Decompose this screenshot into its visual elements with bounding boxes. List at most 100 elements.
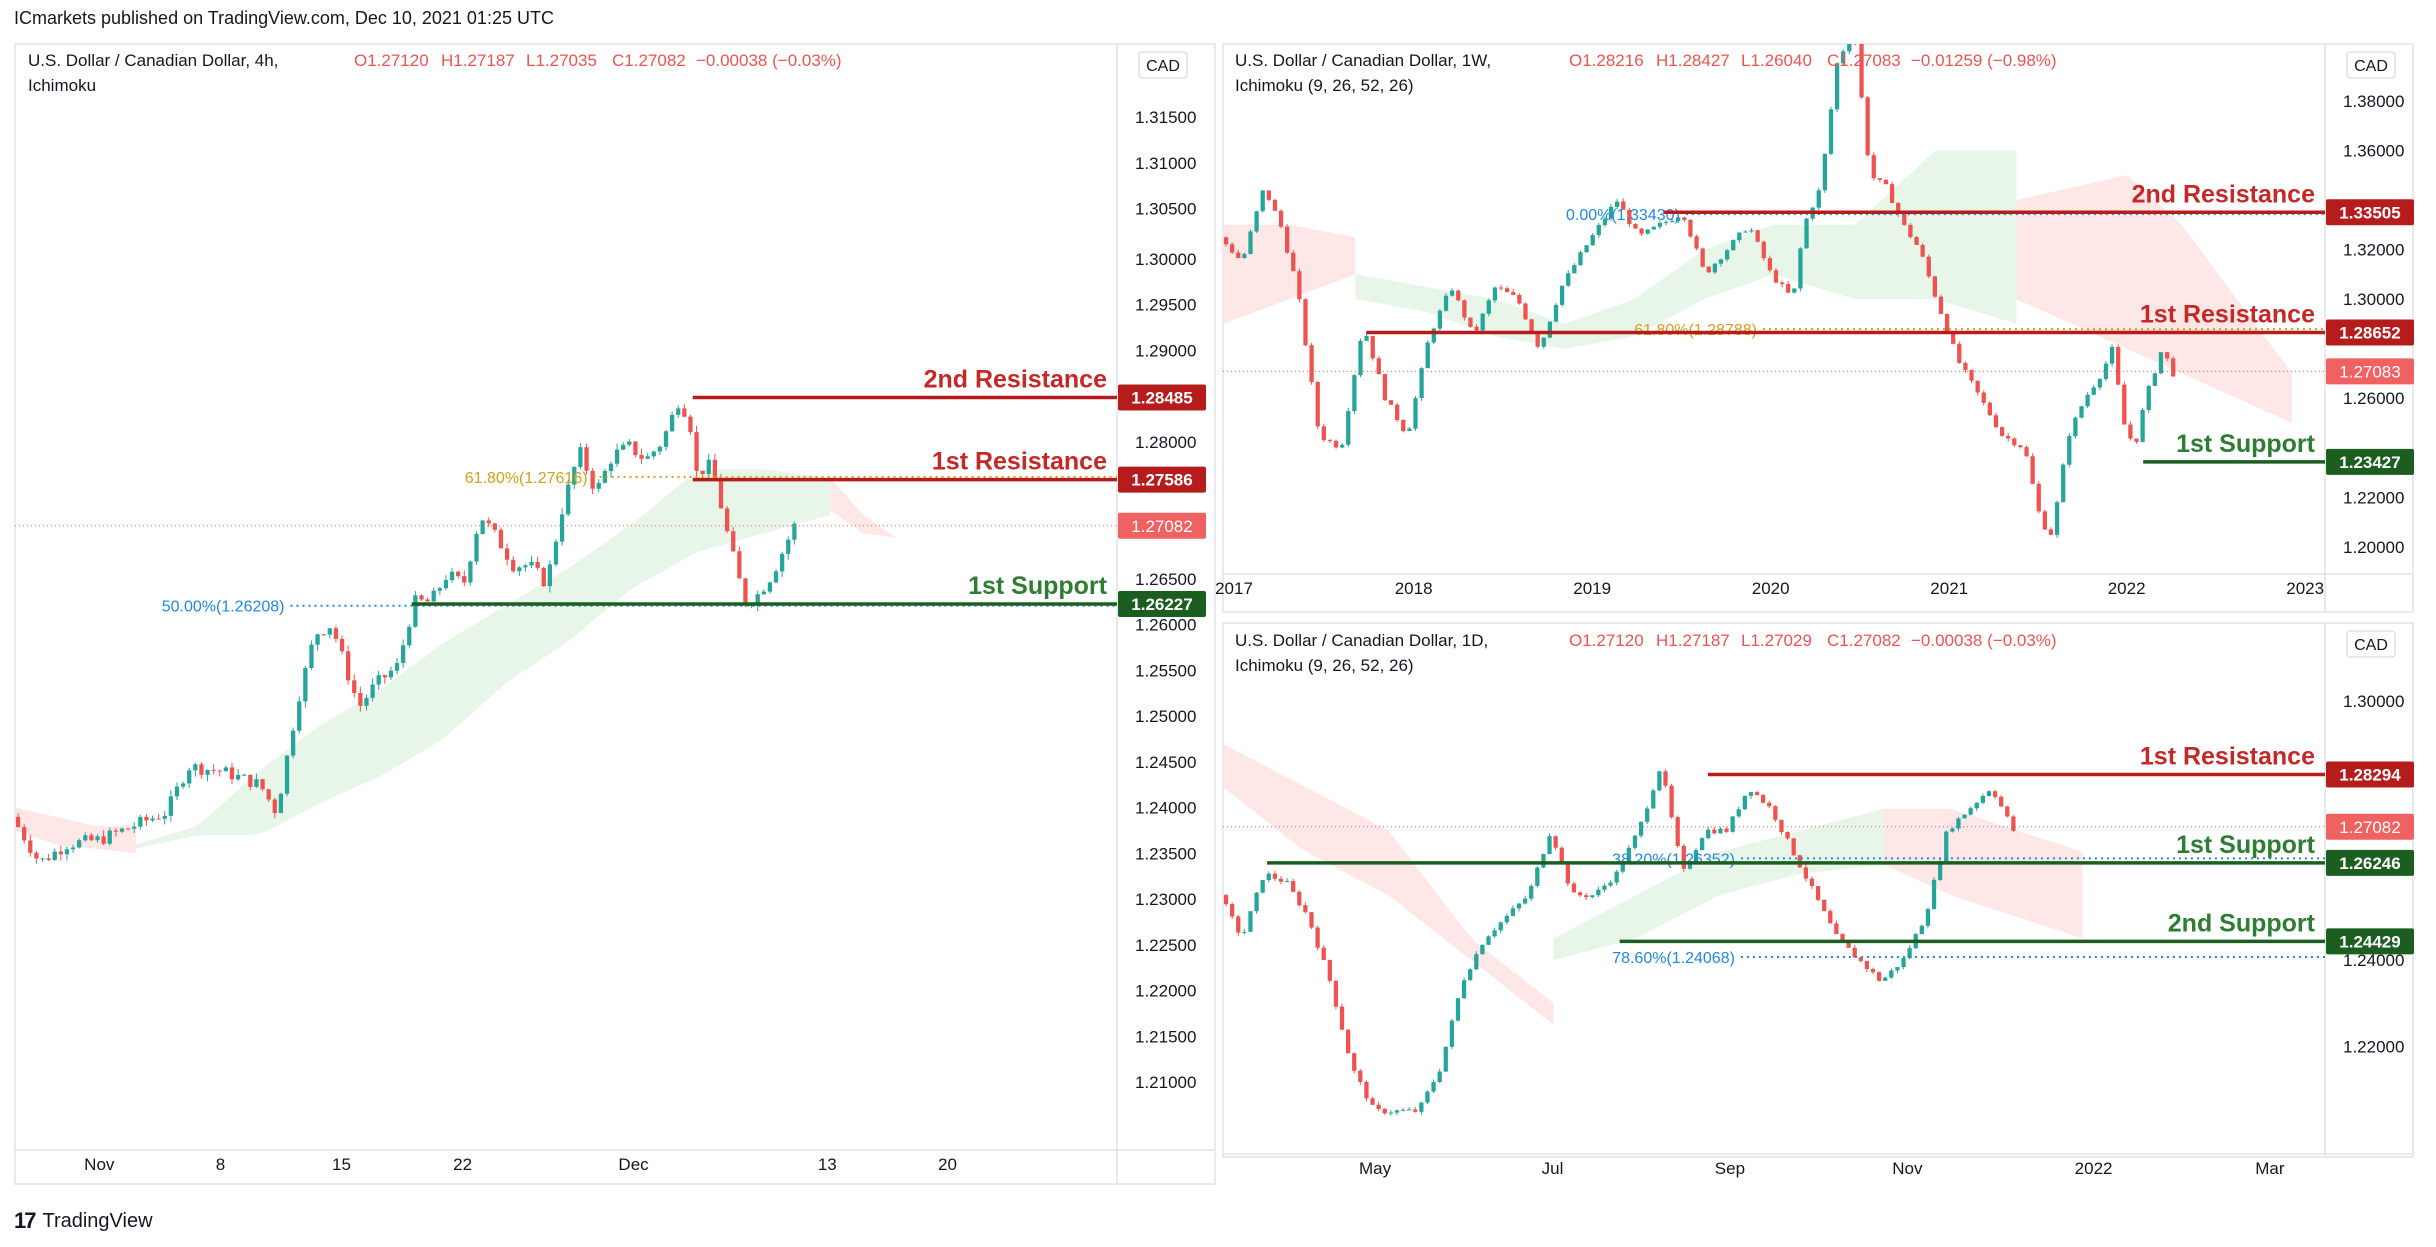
candle-body: [1236, 916, 1241, 933]
candle-body: [1993, 415, 1999, 428]
candle-body: [1248, 911, 1253, 932]
candle-body: [1559, 847, 1564, 863]
fib-label: 38.20%(1.26352): [1612, 851, 1735, 868]
currency-badge-text: CAD: [2354, 58, 2388, 75]
candle-body: [223, 767, 229, 772]
candle-body: [352, 680, 357, 694]
candle-body: [1419, 368, 1424, 399]
candle-body: [1699, 838, 1705, 851]
ichimoku-cloud-0: [1223, 224, 1356, 324]
candle-body: [682, 408, 687, 417]
candle-body: [731, 531, 736, 552]
candle-body: [718, 477, 724, 509]
candle-body: [1559, 285, 1565, 305]
candle-body: [64, 849, 70, 855]
candle-body: [462, 576, 467, 583]
candle-body: [1828, 911, 1833, 924]
y-tick-label: 1.29000: [1135, 341, 1196, 360]
candle-body: [1260, 880, 1265, 893]
candle-body: [1450, 290, 1455, 296]
candle-body: [1278, 878, 1284, 882]
candle-body: [1742, 795, 1747, 810]
y-tick-label: 1.29500: [1135, 296, 1196, 315]
level-label: 1st Support: [968, 572, 1108, 600]
tradingview-logo[interactable]: 17 TradingView: [14, 1208, 153, 1234]
currency-badge-text: CAD: [2354, 637, 2388, 654]
candle-body: [1504, 915, 1509, 923]
candle-body: [1944, 313, 1950, 333]
candle-body: [1395, 404, 1400, 421]
y-tick-label: 1.36000: [2343, 142, 2404, 161]
candle-body: [1870, 969, 1876, 973]
candle-body: [1804, 218, 1809, 249]
candle-body: [217, 770, 222, 772]
candle-body: [2091, 387, 2096, 395]
candle-body: [1498, 922, 1503, 931]
candle-body: [1572, 265, 1577, 274]
candle-body: [663, 431, 669, 447]
candle-body: [2164, 352, 2170, 359]
candle-body: [2073, 417, 2078, 437]
candle-body: [309, 644, 314, 669]
candle-body: [608, 463, 614, 472]
candle-body: [1968, 808, 1973, 815]
candle-body: [1547, 321, 1553, 338]
candle-body: [193, 764, 198, 771]
candle-body: [1621, 201, 1626, 210]
level-price-tag-text: 1.26227: [1131, 595, 1192, 614]
candle-body: [535, 561, 540, 568]
candle-body: [645, 456, 650, 459]
candle-body: [1755, 230, 1760, 242]
candle-body: [1731, 240, 1736, 251]
candle-body: [786, 539, 791, 554]
y-tick-label: 1.30500: [1135, 200, 1196, 219]
y-tick-label: 1.22000: [1135, 982, 1196, 1001]
plot-area: [15, 404, 897, 864]
fib-label: 50.00%(1.26208): [162, 599, 285, 616]
candle-body: [370, 684, 375, 698]
candle-body: [1230, 904, 1235, 917]
candle-body: [1932, 276, 1938, 297]
candle-body: [1431, 328, 1436, 343]
x-tick-label: 2018: [1395, 579, 1433, 598]
candle-body: [1413, 398, 1418, 429]
level-price-tag-text: 1.33505: [2339, 203, 2400, 222]
candle-body: [1859, 44, 1864, 98]
candle-body: [290, 730, 296, 756]
candle-body: [28, 840, 33, 853]
candle-body: [1669, 221, 1675, 223]
candle-body: [1938, 861, 1943, 880]
candle-body: [1358, 340, 1363, 376]
y-tick-label: 1.23500: [1135, 844, 1196, 863]
ichimoku-cloud-1: [1355, 224, 1774, 349]
candle-body: [767, 582, 773, 592]
candle-body: [2152, 373, 2157, 386]
candle-body: [1291, 252, 1296, 272]
candle-body: [1986, 791, 1992, 796]
candle-body: [1339, 1006, 1345, 1030]
candle-body: [2146, 385, 2151, 410]
candle-body: [1626, 847, 1632, 864]
candle-body: [1895, 967, 1900, 971]
candle-body: [1975, 380, 1980, 393]
candle-body: [364, 697, 369, 706]
candle-body: [1510, 908, 1516, 916]
candle-body: [1620, 863, 1625, 872]
candle-body: [468, 561, 473, 583]
x-tick-label: Dec: [618, 1155, 649, 1174]
y-tick-label: 1.26500: [1135, 570, 1196, 589]
candle-body: [1737, 232, 1742, 241]
candle-body: [22, 827, 27, 841]
y-tick-label: 1.20000: [2343, 538, 2404, 557]
candle-body: [1516, 903, 1522, 909]
candle-body: [2140, 409, 2145, 442]
x-tick-label: 2019: [1573, 579, 1611, 598]
candle-body: [211, 769, 216, 771]
candle-body: [1834, 923, 1839, 935]
current-price-tag: [2326, 813, 2414, 840]
level-price-tag-text: 1.28485: [1131, 388, 1192, 407]
candle-body: [1504, 288, 1510, 293]
candle-body: [1853, 39, 1857, 44]
candle-body: [1272, 199, 1278, 211]
candle-body: [1992, 791, 1998, 797]
